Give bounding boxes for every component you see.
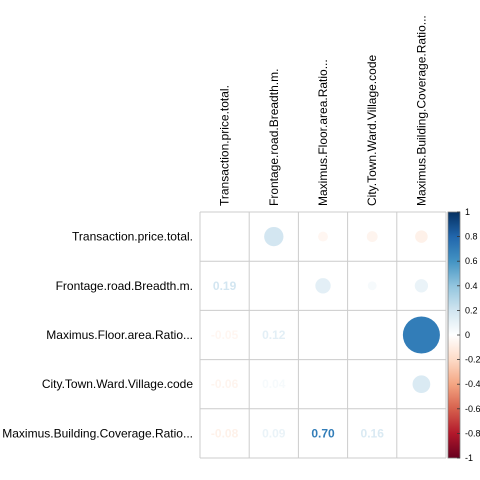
corr-circle-1-4 [414,279,429,293]
corr-value-4-0: -0.08 [211,426,239,440]
grid [199,211,447,459]
legend-tick-label: -0.4 [465,379,480,389]
corr-circle-0-2 [318,231,328,242]
row-label-3: City.Town.Ward.Village.code [42,377,194,391]
legend-tick-label: -0.8 [465,428,480,438]
legend-tick-label: -1 [465,453,473,463]
corr-circle-1-3 [367,281,377,291]
legend-tick-label: 0.2 [465,305,478,315]
column-label-1: Frontage.road.Breadth.m. [267,69,281,206]
corr-circle-0-1 [264,226,284,247]
corr-value-2-1: 0.12 [262,328,286,342]
row-label-1: Frontage.road.Breadth.m. [56,279,193,293]
legend-tick-label: 0.8 [465,232,478,242]
corr-value-3-0: -0.06 [211,377,239,391]
row-label-4: Maximus.Building.Coverage.Ratio... [2,426,193,440]
row-label-2: Maximus.Floor.area.Ratio... [46,328,193,342]
column-label-0: Transaction.price.total. [218,85,232,206]
legend-tick-label: -0.2 [465,355,480,365]
color-legend: 1 0.8 0.6 0.4 0.2 0 -0.2 -0.4 -0.6 -0.8 -1 [447,207,480,463]
corr-value-1-0: 0.19 [213,279,237,293]
corr-value-4-3: 0.16 [361,426,385,440]
corr-value-2-0: -0.05 [211,328,239,342]
corr-circle-3-4 [412,375,431,394]
legend-tick-label: 0.4 [465,281,478,291]
column-label-4: Maximus.Building.Coverage.Ratio... [414,15,428,206]
row-label-0: Transaction.price.total. [72,230,193,244]
row-labels: Transaction.price.total. Frontage.road.Br… [2,230,193,441]
legend-tick-label: 1 [465,207,470,217]
column-labels: Transaction.price.total. Frontage.road.Br… [218,15,429,206]
correlation-marks: 0.19 -0.05 0.12 -0.06 0.04 -0.08 0.09 0.70 0.16 [211,226,440,440]
corr-circle-2-4 [402,316,440,354]
corr-value-4-2: 0.70 [311,426,335,440]
column-label-3: City.Town.Ward.Village.code [365,54,379,206]
corr-value-4-1: 0.09 [262,426,286,440]
corr-circle-0-4 [415,230,428,243]
corr-circle-1-2 [315,278,331,294]
legend-tick-label: -0.6 [465,404,480,414]
legend-tick-label: 0.6 [465,256,478,266]
legend-tick-label: 0 [465,330,470,340]
corr-value-3-1: 0.04 [262,377,286,391]
column-label-2: Maximus.Floor.area.Ratio... [316,59,330,206]
corr-circle-0-3 [366,231,378,243]
